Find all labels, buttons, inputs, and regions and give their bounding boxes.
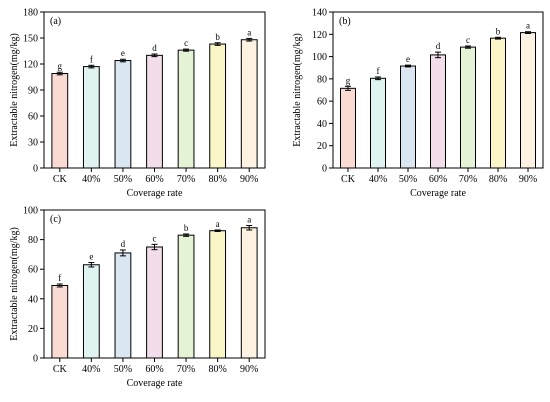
x-tick-label: 40%: [369, 174, 387, 185]
x-tick-label: 90%: [240, 364, 258, 375]
y-tick-label: 20: [317, 141, 327, 152]
significance-letter: f: [90, 54, 93, 64]
x-tick-label: 80%: [208, 364, 226, 375]
y-tick-label: 150: [23, 34, 38, 45]
x-tick-label: 80%: [208, 174, 226, 185]
bar: [240, 39, 258, 169]
bar: [51, 73, 69, 169]
bar: [146, 246, 163, 359]
x-tick-label: 90%: [519, 174, 537, 185]
bar: [82, 66, 100, 169]
y-axis-title: Extractable nitrogen(mg/kg): [292, 33, 303, 147]
y-tick-label: 180: [23, 8, 38, 19]
y-tick-label: 60: [28, 112, 38, 123]
bar: [114, 252, 132, 359]
x-tick-label: 60%: [429, 174, 447, 185]
bar: [209, 230, 227, 359]
bar: [340, 87, 356, 169]
significance-letter: e: [406, 54, 410, 64]
chart-panel-2: 0 20 40 60 80 100 120 140 g CK f 40% e 50% d 60% c 70% b 80…: [292, 8, 544, 199]
significance-letter: a: [247, 27, 251, 37]
x-tick-label: 70%: [177, 174, 195, 185]
significance-letter: b: [184, 223, 189, 233]
bar: [51, 284, 69, 359]
x-tick-label: CK: [53, 174, 68, 185]
panel-label: (b): [339, 16, 351, 27]
x-tick-label: 50%: [114, 174, 132, 185]
x-tick-label: 50%: [399, 174, 417, 185]
x-tick-label: 50%: [114, 364, 132, 375]
bar: [209, 43, 227, 169]
significance-letter: g: [346, 75, 351, 85]
bar: [400, 65, 416, 169]
chart-panel-3: 0 20 40 60 80 100 f CK e 40% d 50% c 60% b 70% a 80% a 90% (…: [9, 206, 266, 389]
x-axis-title: Coverage rate: [127, 378, 183, 389]
significance-letter: a: [216, 219, 220, 229]
y-tick-label: 140: [312, 8, 327, 19]
y-tick-label: 80: [317, 74, 327, 85]
y-tick-label: 0: [33, 354, 38, 365]
y-tick-label: 60: [317, 97, 327, 108]
x-tick-label: 80%: [489, 174, 507, 185]
y-tick-label: 60: [28, 265, 38, 276]
y-tick-label: 40: [28, 294, 38, 305]
y-tick-label: 80: [28, 235, 38, 246]
significance-letter: b: [215, 32, 220, 42]
bar: [146, 54, 163, 169]
significance-letter: c: [153, 233, 157, 243]
significance-letter: d: [121, 239, 126, 249]
significance-letter: f: [58, 273, 61, 283]
bar: [430, 54, 446, 169]
significance-letter: e: [121, 48, 125, 58]
y-tick-label: 100: [312, 52, 327, 63]
y-tick-label: 120: [312, 30, 327, 41]
significance-letter: d: [436, 41, 441, 51]
bar: [177, 49, 195, 169]
bar: [520, 32, 536, 169]
significance-letter: g: [58, 61, 63, 71]
bar: [177, 234, 195, 359]
y-tick-label: 120: [23, 60, 38, 71]
significance-letter: a: [247, 215, 251, 225]
x-tick-label: 90%: [240, 174, 258, 185]
x-tick-label: 60%: [145, 174, 163, 185]
significance-letter: e: [89, 252, 93, 262]
x-tick-label: 40%: [82, 364, 100, 375]
x-tick-label: 70%: [459, 174, 477, 185]
bar: [490, 37, 506, 169]
x-tick-label: 60%: [145, 364, 163, 375]
significance-letter: a: [526, 21, 530, 31]
bar: [82, 264, 100, 359]
bar: [240, 227, 258, 359]
significance-letter: d: [152, 43, 157, 53]
x-tick-label: 40%: [82, 174, 100, 185]
y-tick-label: 20: [28, 324, 38, 335]
bar: [114, 60, 132, 169]
y-axis-title: Extractable nitrogen(mg/kg): [9, 33, 20, 147]
y-tick-label: 90: [28, 86, 38, 97]
significance-letter: c: [466, 35, 470, 45]
y-tick-label: 40: [317, 119, 327, 130]
y-tick-label: 0: [322, 164, 327, 175]
significance-letter: b: [496, 26, 501, 36]
x-tick-label: CK: [341, 174, 356, 185]
x-axis-title: Coverage rate: [127, 188, 183, 199]
bar: [370, 77, 386, 169]
x-tick-label: CK: [53, 364, 68, 375]
y-tick-label: 100: [23, 206, 38, 217]
panel-label: (a): [50, 16, 61, 27]
bar: [460, 46, 476, 169]
x-axis-title: Coverage rate: [410, 188, 466, 199]
y-tick-label: 30: [28, 138, 38, 149]
chart-panel-1: 0 30 60 90 120 150 180 g CK f 40% e 50% d 60% c 70% b 80% a…: [9, 8, 266, 199]
significance-letter: c: [184, 38, 188, 48]
panel-label: (c): [50, 214, 61, 225]
x-tick-label: 70%: [177, 364, 195, 375]
y-axis-title: Extractable nitrogen(mg/kg): [9, 227, 20, 341]
significance-letter: f: [377, 66, 380, 76]
y-tick-label: 0: [33, 164, 38, 175]
